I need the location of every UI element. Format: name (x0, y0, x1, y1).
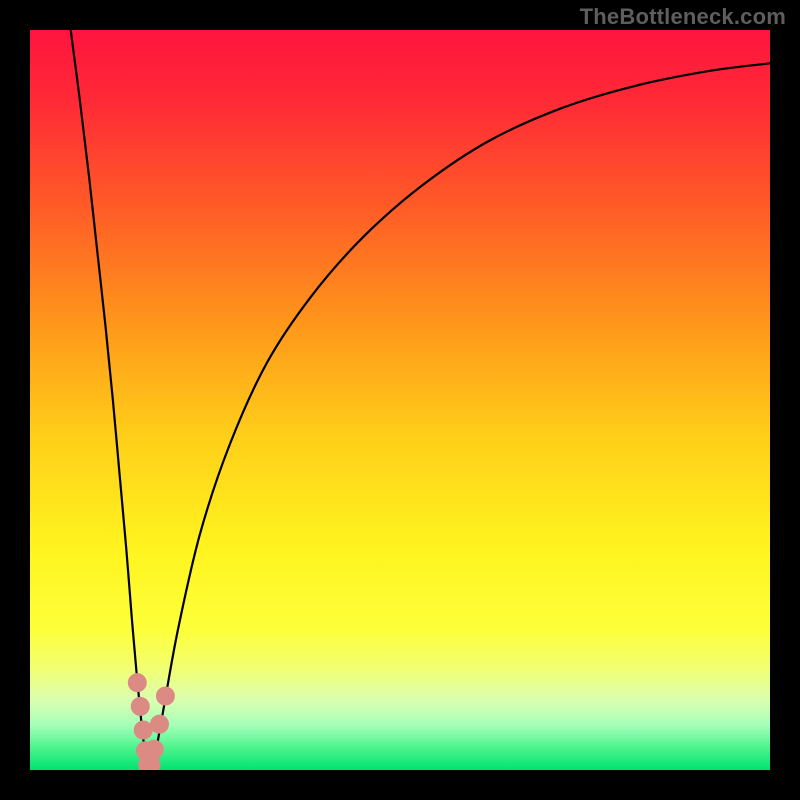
watermark-text: TheBottleneck.com (580, 4, 786, 30)
valley-marker (145, 740, 163, 758)
bottleneck-chart (0, 0, 800, 800)
plot-background (30, 30, 770, 770)
valley-marker (134, 721, 152, 739)
valley-marker (131, 697, 149, 715)
valley-marker (128, 674, 146, 692)
valley-marker (156, 687, 174, 705)
chart-container: TheBottleneck.com (0, 0, 800, 800)
valley-marker (151, 715, 169, 733)
